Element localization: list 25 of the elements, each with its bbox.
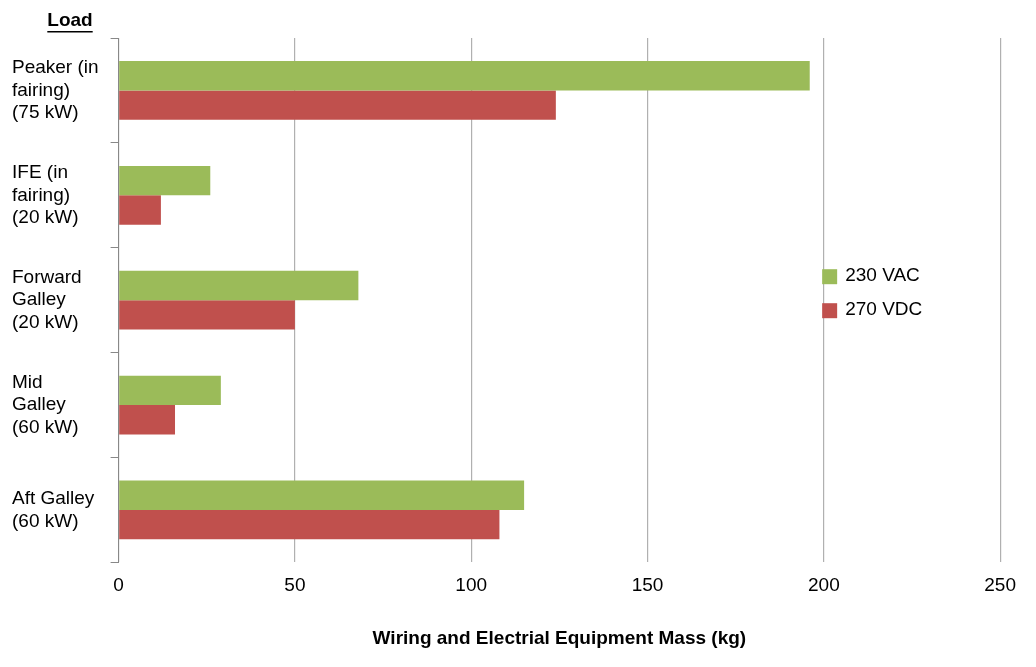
bar bbox=[119, 509, 500, 540]
bar bbox=[119, 300, 295, 330]
bar bbox=[119, 195, 161, 225]
y-tick-label: Aft Galley (60 kW) bbox=[12, 486, 95, 531]
bar bbox=[119, 375, 221, 406]
x-tick-label: 250 bbox=[984, 574, 1016, 596]
y-tick-label: IFE (in fairing) (20 kW) bbox=[12, 160, 79, 228]
y-axis-title: Load bbox=[47, 8, 93, 30]
x-tick-label: 150 bbox=[631, 574, 664, 596]
bar bbox=[119, 61, 810, 91]
bar bbox=[119, 405, 176, 435]
x-tick-label: 50 bbox=[284, 574, 306, 596]
legend-label: 270 VDC bbox=[845, 298, 923, 320]
x-axis-title: Wiring and Electrial Equipment Mass (kg) bbox=[372, 626, 747, 648]
bar bbox=[119, 270, 359, 301]
x-tick-label: 200 bbox=[807, 574, 840, 596]
bar bbox=[119, 165, 211, 196]
bar bbox=[119, 90, 556, 120]
y-tick-label: Forward Galley (20 kW) bbox=[12, 265, 82, 333]
y-tick-label: Mid Galley (60 kW) bbox=[12, 370, 79, 438]
legend-label: 230 VAC bbox=[845, 264, 920, 286]
bar bbox=[119, 480, 525, 510]
y-tick-label: Peaker (in fairing) (75 kW) bbox=[12, 55, 99, 123]
x-tick-label: 100 bbox=[455, 574, 488, 596]
x-tick-label: 0 bbox=[113, 574, 124, 596]
